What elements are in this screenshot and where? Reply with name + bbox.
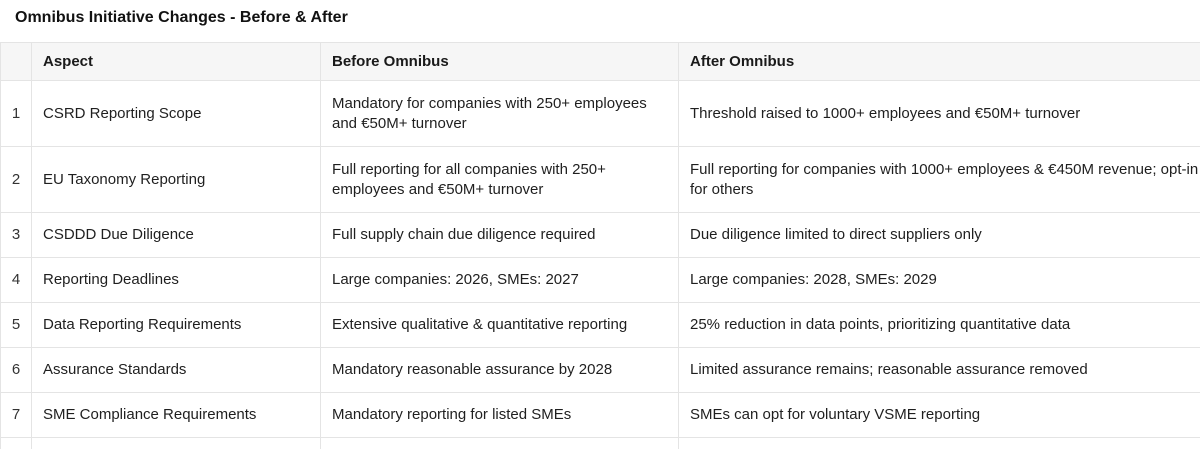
cell-before[interactable]: Full reporting for all companies with 25…: [320, 146, 679, 213]
table-row[interactable]: 4 Reporting Deadlines Large companies: 2…: [0, 257, 1200, 303]
row-index: 5: [0, 302, 32, 348]
cell-aspect[interactable]: EU Taxonomy Reporting: [31, 146, 321, 213]
row-index: 1: [0, 80, 32, 147]
table-row[interactable]: 5 Data Reporting Requirements Extensive …: [0, 302, 1200, 348]
cell-after[interactable]: Limited assurance remains; reasonable as…: [678, 347, 1200, 393]
cell-aspect[interactable]: CSDDD Due Diligence: [31, 212, 321, 258]
row-index: 4: [0, 257, 32, 303]
cell-after[interactable]: Due diligence limited to direct supplier…: [678, 212, 1200, 258]
cell-aspect[interactable]: Assurance Standards: [31, 347, 321, 393]
cell-before[interactable]: Mandatory reasonable assurance by 2028: [320, 347, 679, 393]
column-header-after[interactable]: After Omnibus: [678, 42, 1200, 81]
cell-after[interactable]: Threshold raised to 1000+ employees and …: [678, 80, 1200, 147]
empty-cell[interactable]: [320, 437, 679, 449]
table-row[interactable]: 3 CSDDD Due Diligence Full supply chain …: [0, 212, 1200, 258]
cell-before[interactable]: Mandatory for companies with 250+ employ…: [320, 80, 679, 147]
cell-before[interactable]: Large companies: 2026, SMEs: 2027: [320, 257, 679, 303]
cell-aspect[interactable]: Data Reporting Requirements: [31, 302, 321, 348]
comparison-table: Aspect Before Omnibus After Omnibus 1 CS…: [0, 42, 1200, 449]
cell-before[interactable]: Full supply chain due diligence required: [320, 212, 679, 258]
row-index: 3: [0, 212, 32, 258]
table-row[interactable]: 7 SME Compliance Requirements Mandatory …: [0, 392, 1200, 438]
cell-aspect[interactable]: Reporting Deadlines: [31, 257, 321, 303]
table-title: Omnibus Initiative Changes - Before & Af…: [15, 9, 348, 26]
empty-cell: [0, 437, 32, 449]
table-row[interactable]: 1 CSRD Reporting Scope Mandatory for com…: [0, 80, 1200, 147]
cell-before[interactable]: Mandatory reporting for listed SMEs: [320, 392, 679, 438]
column-header-aspect[interactable]: Aspect: [31, 42, 321, 81]
cell-aspect[interactable]: CSRD Reporting Scope: [31, 80, 321, 147]
header-row: Aspect Before Omnibus After Omnibus: [0, 42, 1200, 81]
column-header-index[interactable]: [0, 42, 32, 81]
column-header-before[interactable]: Before Omnibus: [320, 42, 679, 81]
cell-after[interactable]: Large companies: 2028, SMEs: 2029: [678, 257, 1200, 303]
row-index: 7: [0, 392, 32, 438]
empty-cell[interactable]: [678, 437, 1200, 449]
table-row[interactable]: 2 EU Taxonomy Reporting Full reporting f…: [0, 146, 1200, 213]
row-index: 2: [0, 146, 32, 213]
empty-table-row[interactable]: [0, 437, 1200, 449]
comparison-table-container: Aspect Before Omnibus After Omnibus 1 CS…: [0, 42, 1200, 449]
cell-after[interactable]: Full reporting for companies with 1000+ …: [678, 146, 1200, 213]
cell-aspect[interactable]: SME Compliance Requirements: [31, 392, 321, 438]
cell-before[interactable]: Extensive qualitative & quantitative rep…: [320, 302, 679, 348]
cell-after[interactable]: SMEs can opt for voluntary VSME reportin…: [678, 392, 1200, 438]
cell-after[interactable]: 25% reduction in data points, prioritizi…: [678, 302, 1200, 348]
row-index: 6: [0, 347, 32, 393]
table-row[interactable]: 6 Assurance Standards Mandatory reasonab…: [0, 347, 1200, 393]
empty-cell[interactable]: [31, 437, 321, 449]
